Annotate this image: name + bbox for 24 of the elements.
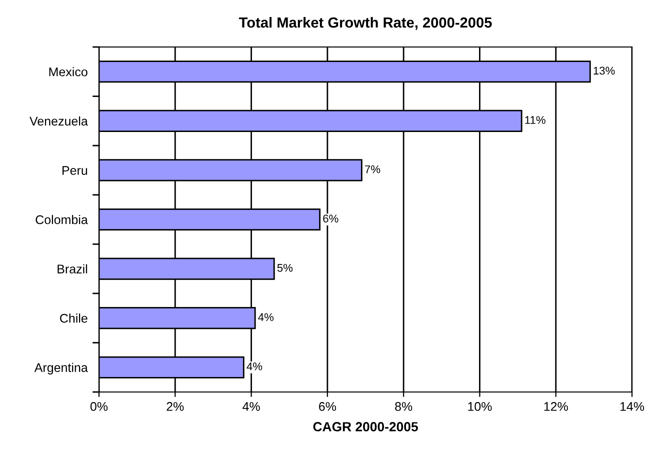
data-label: 13%	[594, 66, 615, 75]
x-axis-title: CAGR 2000-2005	[313, 422, 418, 432]
x-tick-label: 6%	[319, 402, 336, 411]
data-label: 4%	[246, 362, 262, 370]
x-tick-label: 10%	[468, 402, 492, 411]
x-tick-label: 4%	[242, 402, 260, 411]
data-label: 11%	[525, 116, 546, 124]
x-tick-label: 0%	[90, 402, 108, 411]
x-tick-label: 14%	[620, 402, 644, 411]
x-tick-label: 8%	[395, 402, 412, 411]
y-tick-label: Argentina	[34, 362, 88, 374]
y-tick-label: Colombia	[36, 214, 88, 224]
y-tick-label: Brazil	[58, 264, 88, 274]
y-tick-label: Chile	[60, 314, 88, 323]
data-label: 7%	[365, 165, 380, 174]
y-tick-label: Venezuela	[30, 116, 88, 126]
y-tick-label: Mexico	[49, 67, 88, 76]
data-label: 5%	[277, 264, 293, 272]
x-tick-label: 2%	[166, 402, 184, 411]
chart-title: Total Market Growth Rate, 2000-2005	[238, 16, 492, 30]
x-tick-label: 12%	[544, 402, 568, 411]
data-label: 6%	[323, 214, 338, 222]
y-tick-label: Peru	[62, 166, 88, 175]
data-label: 4%	[258, 313, 274, 322]
